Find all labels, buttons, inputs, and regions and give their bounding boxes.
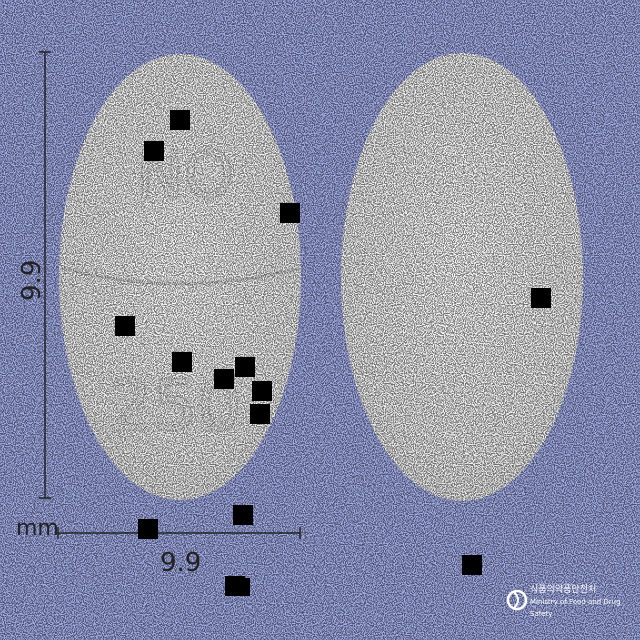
artifact-squares xyxy=(115,110,551,596)
artifact-square xyxy=(115,316,135,336)
artifact-square xyxy=(531,288,551,308)
artifact-square xyxy=(235,357,255,377)
logo-name-ko: 식품의약품안전처 xyxy=(530,585,597,595)
height-value-label: 9.9 xyxy=(17,259,47,301)
artifact-square xyxy=(172,352,192,372)
width-value-label: 9.9 xyxy=(160,548,202,578)
height-dimension xyxy=(39,51,51,499)
artifact-square xyxy=(144,141,164,161)
artifact-square xyxy=(138,519,158,539)
logo-name-en: Ministry of Food and Drug Safety xyxy=(530,598,621,618)
artifact-square xyxy=(170,110,190,130)
artifact-square xyxy=(462,555,482,575)
artifact-square xyxy=(250,404,270,424)
artifact-square xyxy=(214,369,234,389)
artifact-square xyxy=(233,505,253,525)
artifact-square xyxy=(252,381,272,401)
width-dimension xyxy=(57,527,301,539)
logo-text: 식품의약품안전처 Ministry of Food and Drug Safet… xyxy=(530,584,640,620)
unit-label: mm xyxy=(16,516,59,541)
mfds-logo-icon xyxy=(506,589,528,611)
artifact-square xyxy=(232,578,250,596)
artifact-square xyxy=(280,203,300,223)
